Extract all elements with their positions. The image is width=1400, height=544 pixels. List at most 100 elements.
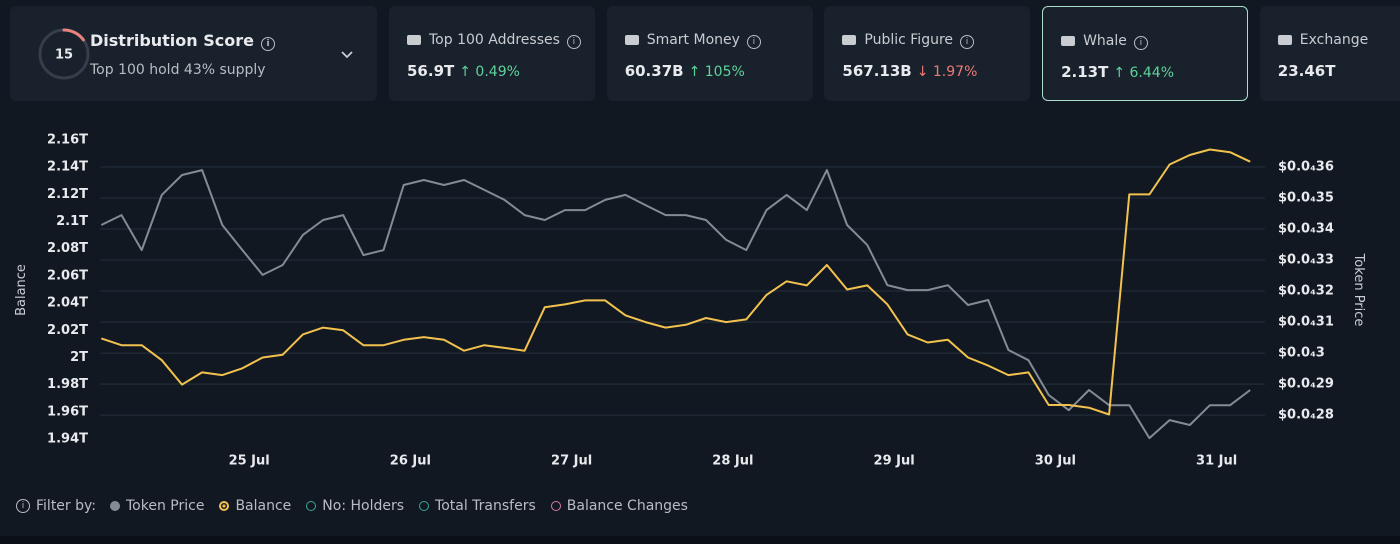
metric-label-text: Public Figure (864, 32, 954, 48)
legend-label: No: Holders (322, 498, 405, 514)
metric-change: ↑ 105% (688, 64, 745, 80)
metric-card[interactable]: Smart Money i 60.37B ↑ 105% (606, 6, 813, 101)
metric-label-text: Smart Money (646, 32, 740, 48)
metric-label-text: Whale (1083, 33, 1127, 49)
x-tick-label: 31 Jul (1196, 454, 1237, 469)
info-icon: i (16, 499, 30, 513)
metric-card[interactable]: Exchange 23.46T (1259, 6, 1400, 101)
metric-value: 2.13T ↑ 6.44% (1061, 63, 1174, 81)
score: 15 (55, 48, 73, 63)
metric-card[interactable]: Top 100 Addresses i 56.9T ↑ 0.49% (389, 6, 595, 101)
info-icon[interactable]: i (1133, 36, 1148, 50)
info-icon[interactable]: i (960, 35, 975, 49)
legend-swatch (110, 501, 120, 511)
y-tick-label: 1.94T (47, 432, 88, 447)
metric-icon (407, 35, 421, 45)
line-series (100, 169, 1251, 440)
metric-icon (624, 35, 639, 45)
metric-value: 56.9T ↑ 0.49% (407, 62, 520, 80)
y2-tick-label: $0.0₄36 (1278, 159, 1334, 174)
metric-value-text: 567.13B (842, 62, 912, 80)
gauge-arc (62, 28, 85, 42)
y-tick-label: 1.98T (47, 377, 88, 392)
metric-icon (842, 35, 857, 45)
metric-value: 23.46T (1278, 62, 1336, 80)
y-tick-label: 2.08T (47, 241, 88, 256)
y-tick-label: 2.12T (47, 187, 88, 202)
score-card[interactable]: 15 Distribution Score i Top 100 hold 43% … (10, 6, 377, 101)
filter-label: Filter by: (36, 498, 96, 514)
metric-label: Exchange (1277, 32, 1369, 48)
legend-item[interactable]: Total Transfers (419, 498, 536, 514)
y2-tick-label: $0.0₄32 (1278, 284, 1334, 299)
legend-label: Balance Changes (566, 498, 688, 514)
metric-value: 60.37B ↑ 105% (625, 62, 745, 80)
metric-label-text: Exchange (1299, 32, 1369, 48)
metric-card[interactable]: Public Figure i 567.13B ↓ 1.97% (824, 6, 1031, 101)
metric-value: 567.13B ↓ 1.97% (842, 62, 977, 80)
y-tick-label: 2.1T (56, 214, 88, 229)
y-tick-label: 2T (70, 350, 88, 365)
y-tick-label: 2.04T (47, 296, 88, 311)
legend-swatch (306, 501, 317, 511)
info-icon[interactable]: i (746, 35, 761, 49)
y2-tick-label: $0.0₄28 (1278, 408, 1334, 423)
x-tick-label: 26 Jul (390, 454, 431, 469)
metric-value-text: 23.46T (1277, 62, 1336, 80)
y2-tick-label: $0.0₄35 (1278, 191, 1334, 206)
legend-label: Total Transfers (435, 498, 536, 514)
legend-swatch (550, 501, 561, 511)
metric-value-text: 56.9T (407, 62, 455, 80)
x-tick-label: 28 Jul (712, 454, 753, 469)
y2-tick-label: $0.0₄31 (1278, 315, 1334, 330)
metric-value-text: 60.37B (624, 62, 684, 80)
score-title-text: Distribution Score (90, 31, 254, 50)
legend-item[interactable]: Balance (219, 498, 291, 514)
info-icon[interactable]: i (260, 37, 275, 51)
metric-label-text: Top 100 Addresses (429, 32, 560, 48)
y-tick-label: 1.96T (47, 404, 88, 419)
metric-change: ↑ 0.49% (459, 64, 520, 80)
score-gauge: 15 (38, 28, 90, 80)
metric-label: Public Figure i (842, 32, 975, 49)
y2-tick-label: $0.0₄33 (1278, 253, 1334, 268)
metric-value-text: 2.13T (1061, 63, 1109, 81)
y2-axis-label: Token Price (1351, 253, 1366, 327)
y2-tick-label: $0.0₄34 (1278, 222, 1334, 237)
metric-change: ↑ 6.44% (1113, 65, 1174, 81)
y-tick-label: 2.06T (47, 268, 88, 283)
y-tick-label: 2.14T (47, 160, 88, 175)
line-series (100, 148, 1251, 416)
legend-item[interactable]: Balance Changes (550, 498, 688, 514)
metric-label: Smart Money i (624, 32, 761, 49)
x-tick-label: 30 Jul (1035, 454, 1076, 469)
y2-tick-label: $0.0₄29 (1278, 377, 1334, 392)
metric-label: Top 100 Addresses i (407, 32, 581, 49)
legend-label: Token Price (126, 498, 205, 514)
y2-tick-label: $0.0₄3 (1278, 346, 1325, 361)
x-tick-label: 25 Jul (229, 454, 270, 469)
metric-icon (1277, 35, 1292, 45)
metric-change: ↓ 1.97% (916, 64, 978, 80)
chevron[interactable] (340, 50, 354, 60)
score-title: Distribution Score i (90, 31, 275, 51)
y-tick-label: 2.02T (47, 323, 88, 338)
score-subtitle: Top 100 hold 43% supply (90, 62, 266, 78)
bottom-bar (0, 536, 1400, 544)
metric-label: Whale i (1061, 33, 1148, 50)
metric-icon (1061, 36, 1076, 46)
legend: i Filter by: Token Price Balance No: Holde… (16, 498, 703, 514)
metric-card[interactable]: Whale i 2.13T ↑ 6.44% (1042, 6, 1249, 101)
legend-label: Balance (235, 498, 292, 514)
y-tick-label: 2.16T (47, 133, 88, 148)
legend-item[interactable]: No: Holders (306, 498, 404, 514)
x-tick-label: 29 Jul (874, 454, 915, 469)
info-icon[interactable]: i (566, 35, 581, 49)
legend-swatch (219, 501, 230, 511)
legend-item[interactable]: Token Price (110, 498, 204, 514)
legend-swatch (419, 501, 430, 511)
y-axis-label: Balance (14, 264, 29, 316)
x-tick-label: 27 Jul (551, 454, 592, 469)
